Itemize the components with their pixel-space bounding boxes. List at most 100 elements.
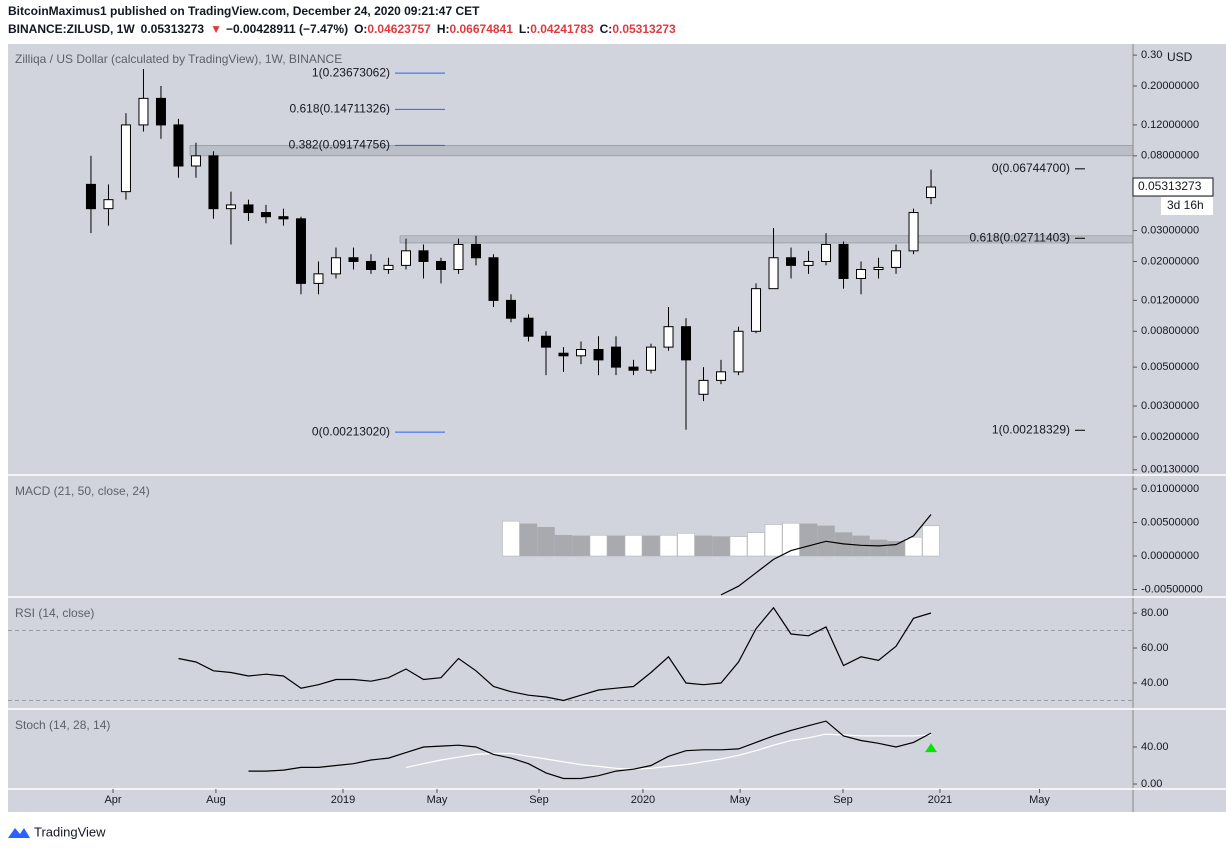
macd-histogram-bar [589,534,608,557]
x-tick-label: May [730,794,751,806]
candle-body [155,97,166,126]
candle-body [873,266,884,271]
symbol: BINANCE:ZILUSD, 1W [8,22,135,36]
candle-body [243,204,254,214]
macd-histogram-bar [607,535,625,557]
currency: USD [1167,50,1193,64]
candle-body [891,250,902,268]
stoch-k-line [248,720,932,780]
candle-body [225,204,236,210]
candle-body [488,257,499,301]
low-label: L: [519,22,530,36]
x-tick-label: 2021 [928,794,952,806]
candle-body [295,218,306,284]
macd-histogram-bar [904,536,923,557]
change-arrow: ▼ [210,22,222,36]
candle-body [558,352,569,357]
y-tick-label: 0.01000000 [1141,483,1199,495]
rsi-line [178,606,932,702]
macd-histogram-bar [572,535,590,557]
x-tick-label: 2019 [331,794,355,806]
countdown-box [1161,197,1213,216]
x-tick-label: 2020 [631,794,655,806]
fib-label: 0(0.00213020) [312,424,390,438]
panel-title: RSI (14, close) [15,606,94,620]
open-label: O: [354,22,367,36]
macd-histogram-bar [869,539,888,557]
candle-body [470,243,481,259]
x-tick-label: May [1029,794,1050,806]
stoch-d-line [405,733,932,770]
publisher-line: BitcoinMaximus1 published on TradingView… [8,4,480,18]
last-price-label: 0.05313273 [1138,179,1202,193]
y-tick-label: -0.00500000 [1141,583,1203,595]
y-tick-label: 0.12000000 [1141,119,1199,131]
macd-histogram-bar [537,526,555,557]
candle-body [768,257,779,290]
footer-logo [8,828,30,838]
low: 0.04241783 [530,22,594,36]
last-price-box [1132,177,1214,197]
x-tick-label: Aug [206,794,226,806]
candle-body [786,257,797,266]
macd-histogram-bar [694,535,713,557]
candle-body [330,257,341,275]
candle-body [908,212,919,252]
x-tick-label: May [427,794,448,806]
candle-body [348,257,359,262]
fib-label: 1(0.00218329) [992,422,1070,436]
signal-arrow [925,743,938,753]
candle-body [856,269,867,279]
change: −0.00428911 (−7.47%) [226,22,348,36]
candle-body [838,243,849,279]
panel-title: Zilliqa / US Dollar (calculated by Tradi… [15,52,342,66]
y-tick-label: 0.03000000 [1141,224,1199,236]
macd-histogram-bar [799,523,818,557]
panel-title: Stoch (14, 28, 14) [15,718,110,732]
currency-bg [1163,48,1203,66]
macd-histogram-bar [519,523,538,557]
candle-body [611,346,622,368]
macd-histogram-bar [659,534,678,557]
macd-histogram-bar [642,535,660,557]
x-tick-label: Sep [529,794,549,806]
candle-body [751,288,762,332]
overlay: Zilliqa / US Dollar (calculated by Tradi… [8,44,1226,812]
macd-histogram-bar [502,520,520,557]
resistance-zone [189,145,1133,157]
y-tick-label: 0.00200000 [1141,431,1199,443]
candle-body [365,260,376,271]
close-label: C: [600,22,613,36]
open: 0.04623757 [367,22,431,36]
fib-label: 1(0.23673062) [312,65,390,79]
candle-body [208,155,219,210]
x-tick-label: Sep [833,794,853,806]
y-tick-label: 0.00500000 [1141,361,1199,373]
candle-body [313,273,324,284]
candle-body [540,335,551,348]
candle-body [260,212,271,218]
fib-label: 0.618(0.02711403) [969,230,1070,244]
candle-body [120,124,131,193]
candle-body [733,330,744,373]
y-tick-label: 0.20000000 [1141,80,1199,92]
candle-body [418,250,429,262]
candle-body [435,260,446,271]
fib-label: 0.382(0.09174756) [289,138,390,152]
macd-histogram-bar [677,532,695,557]
candle-body [628,366,639,371]
macd-line [720,514,932,596]
y-tick-label: 0.01200000 [1141,294,1199,306]
macd-histogram-bar [764,524,783,557]
candle-body [85,183,96,210]
countdown: 3d 16h [1167,198,1204,212]
candle-body [103,199,114,210]
y-tick-label: 40.00 [1141,677,1169,689]
high: 0.06674841 [450,22,514,36]
fib-label: 0.618(0.14711326) [289,102,390,116]
candle-body [278,216,289,220]
y-tick-label: 0.00500000 [1141,516,1199,528]
candle-body [821,243,832,262]
candle-body [400,250,411,266]
